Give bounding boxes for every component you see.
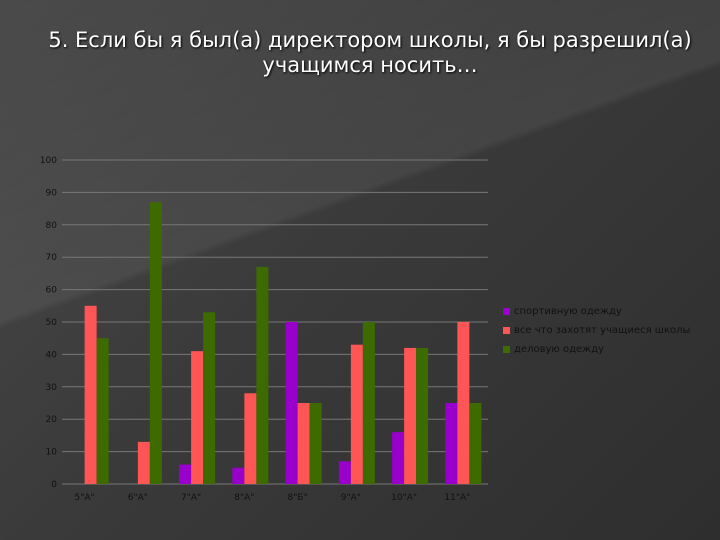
y-tick-label: 0 bbox=[51, 480, 57, 490]
x-tick-label: 9"А" bbox=[341, 493, 361, 503]
bar bbox=[416, 347, 429, 484]
x-tick-label: 8"А" bbox=[234, 493, 254, 503]
legend-item: все что захотят учащиеся школы bbox=[503, 321, 690, 340]
bar bbox=[137, 441, 150, 484]
bar bbox=[392, 432, 405, 484]
x-tick-label: 6"А" bbox=[128, 493, 148, 503]
x-tick-label: 5"А" bbox=[75, 493, 95, 503]
y-tick-label: 90 bbox=[46, 188, 58, 198]
y-tick-label: 30 bbox=[46, 383, 58, 393]
legend-item: спортивную одежду bbox=[503, 302, 690, 321]
bar bbox=[285, 322, 298, 484]
legend-label: все что захотят учащиеся школы bbox=[514, 325, 691, 336]
x-tick-label: 11"А" bbox=[444, 493, 470, 503]
bar bbox=[96, 338, 109, 484]
bar bbox=[244, 393, 257, 484]
y-tick-label: 80 bbox=[46, 221, 58, 231]
x-tick-label: 7"А" bbox=[181, 493, 201, 503]
bar bbox=[469, 403, 482, 484]
y-tick-label: 10 bbox=[46, 448, 58, 458]
bar bbox=[457, 322, 470, 484]
y-tick-label: 100 bbox=[40, 156, 57, 166]
y-tick-label: 60 bbox=[46, 286, 58, 296]
legend-swatch bbox=[503, 308, 510, 315]
bar bbox=[362, 322, 375, 484]
slide-title: 5. Если бы я был(а) директором школы, я … bbox=[48, 28, 692, 77]
legend-label: спортивную одежду bbox=[514, 306, 622, 317]
bar bbox=[297, 403, 310, 484]
bar bbox=[84, 305, 97, 484]
y-tick-label: 50 bbox=[46, 318, 58, 328]
y-tick-label: 20 bbox=[46, 415, 58, 425]
bar bbox=[179, 464, 192, 484]
legend-item: деловую одежду bbox=[503, 340, 690, 359]
legend-label: деловую одежду bbox=[514, 344, 605, 355]
x-tick-label: 10"А" bbox=[391, 493, 417, 503]
bar bbox=[309, 403, 322, 484]
bar bbox=[445, 403, 458, 484]
bar bbox=[404, 347, 417, 484]
legend-swatch bbox=[503, 346, 510, 353]
bar bbox=[232, 467, 245, 484]
bar bbox=[149, 202, 162, 484]
bar bbox=[256, 266, 269, 484]
bar bbox=[350, 344, 363, 484]
x-tick-label: 8"Б" bbox=[288, 493, 308, 503]
bar bbox=[338, 461, 351, 484]
bar bbox=[203, 312, 216, 484]
y-tick-label: 40 bbox=[46, 350, 58, 360]
legend-swatch bbox=[503, 327, 510, 334]
bar bbox=[191, 351, 204, 484]
y-tick-label: 70 bbox=[46, 253, 58, 263]
chart-legend: спортивную одежду все что захотят учащиес… bbox=[503, 302, 690, 359]
